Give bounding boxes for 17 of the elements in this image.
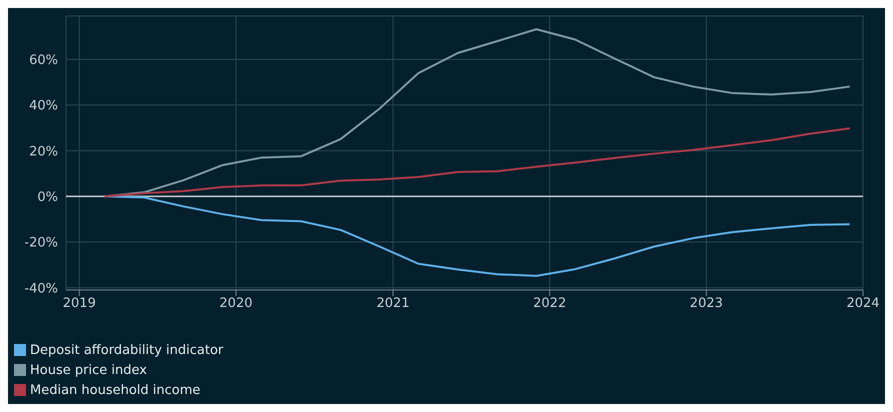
x-tick-label: 2020 xyxy=(219,296,253,312)
y-tick-label: 0% xyxy=(37,190,58,205)
x-tick-label: 2024 xyxy=(846,296,880,312)
y-tick-label: 20% xyxy=(29,144,58,160)
x-tick-label: 2023 xyxy=(690,296,723,312)
x-tick-label: 2019 xyxy=(62,296,96,312)
line-series xyxy=(104,127,851,198)
y-tick-label: -40% xyxy=(24,281,58,296)
y-tick-label: 60% xyxy=(29,53,58,68)
y-tick-label: 40% xyxy=(29,98,58,114)
line-series xyxy=(104,195,851,277)
y-tick-label: -20% xyxy=(24,236,58,251)
legend-label: Deposit affordability indicator xyxy=(30,343,224,358)
x-tick-label: 2021 xyxy=(376,296,410,312)
legend-label: House price index xyxy=(30,363,147,378)
x-tick-label: 2022 xyxy=(533,296,566,312)
legend-label: Median household income xyxy=(30,383,200,398)
